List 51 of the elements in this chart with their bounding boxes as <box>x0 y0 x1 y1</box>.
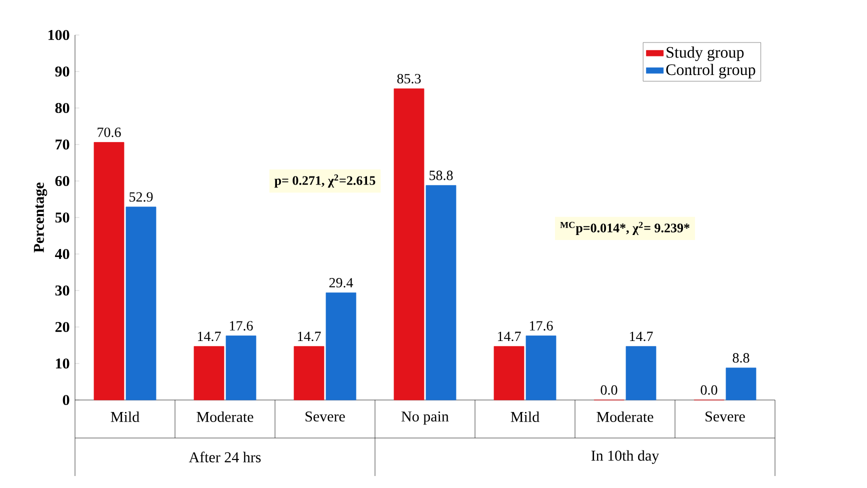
annotation: $^{MC}$p=0.014*, χ$^{2}$= 9.239* <box>560 222 690 236</box>
y-tick-label: 60 <box>55 176 70 186</box>
data-label: 29.4 <box>329 278 354 288</box>
y-tick-label: 10 <box>56 358 70 369</box>
bar <box>526 336 556 400</box>
text: After 24 hrs <box>188 452 261 462</box>
y-tick-label: 50 <box>55 212 70 223</box>
data-label: 14.7 <box>198 332 221 342</box>
data-label: 70.6 <box>98 128 121 138</box>
y-tick-label: 30 <box>55 285 70 296</box>
data-label: 14.7 <box>498 332 521 342</box>
y-axis-title: Percentage <box>34 182 48 253</box>
x-tick-label: Mild <box>110 411 140 422</box>
data-label: 17.6 <box>230 321 253 331</box>
legend-label: Control group <box>666 64 756 78</box>
bar <box>494 346 524 400</box>
data-label: 0.0 <box>600 385 618 395</box>
y-tick-label: 40 <box>55 248 70 260</box>
bar <box>94 142 124 400</box>
y-tick-label: 90 <box>55 66 70 77</box>
x-tick-label: Severe <box>706 411 745 422</box>
legend-label: Study group <box>666 46 744 62</box>
bar <box>726 368 756 400</box>
x-tick-label: Severe <box>306 411 345 422</box>
bar <box>294 346 324 400</box>
data-label: 17.6 <box>530 321 553 331</box>
bar <box>194 346 224 400</box>
data-label: 14.7 <box>630 332 653 342</box>
x-tick-label: Moderate <box>596 411 654 422</box>
data-label: 8.8 <box>732 353 750 363</box>
x-tick-label: No pain <box>401 411 449 425</box>
y-tick-label: 0 <box>62 394 70 406</box>
bar <box>126 206 156 400</box>
x-tick-label: Mild <box>510 411 540 422</box>
data-label: 85.3 <box>397 74 421 84</box>
y-tick-label: 100 <box>48 30 70 40</box>
data-label: 0.0 <box>700 385 718 395</box>
annotation: p= 0.271, χ$^{2}$=2.615 <box>274 174 376 188</box>
bar <box>626 346 656 400</box>
y-tick-label: 80 <box>55 102 70 114</box>
y-tick-label: 70 <box>56 139 70 150</box>
bar <box>226 336 256 400</box>
bar <box>326 292 356 400</box>
text: In 10th day <box>591 450 660 464</box>
bar <box>394 88 424 400</box>
data-label: 52.9 <box>130 192 153 202</box>
x-tick-label: Moderate <box>196 411 254 422</box>
bar <box>426 185 456 400</box>
data-label: 58.8 <box>430 170 453 180</box>
data-label: 14.7 <box>298 332 321 342</box>
y-tick-label: 20 <box>55 322 70 332</box>
